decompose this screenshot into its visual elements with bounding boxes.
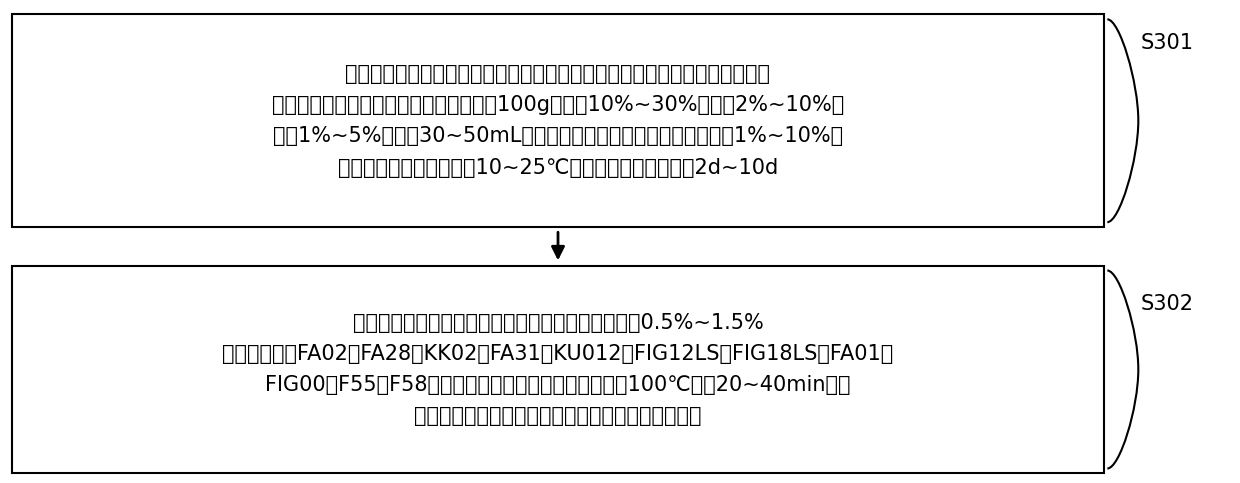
Text: S301: S301 [1141,33,1194,54]
Text: 终止发酵，将发酵好的鲫鱼肉取出，按质量比计加入0.5%~1.5%
的酵母抽提物FA02或FA28或KK02或FA31或KU012或FIG12LS或FIG18LS: 终止发酵，将发酵好的鲫鱼肉取出，按质量比计加入0.5%~1.5% 的酵母抽提物F… [222,313,894,426]
Text: 接种发酵，新鲜鲫鱼去头、去尾、去内脏，洗净并沥水；鲜红辣椒洗净，去籽
后剁碎；生姜洗净去皮，切碎；称取鱼肉100g、辣椒10%~30%、生姜2%~10%，
食盐: 接种发酵，新鲜鲫鱼去头、去尾、去内脏，洗净并沥水；鲜红辣椒洗净，去籽 后剁碎；生… [272,64,844,178]
Text: S302: S302 [1141,294,1194,314]
Bar [12,266,1104,473]
Bar [12,14,1104,227]
